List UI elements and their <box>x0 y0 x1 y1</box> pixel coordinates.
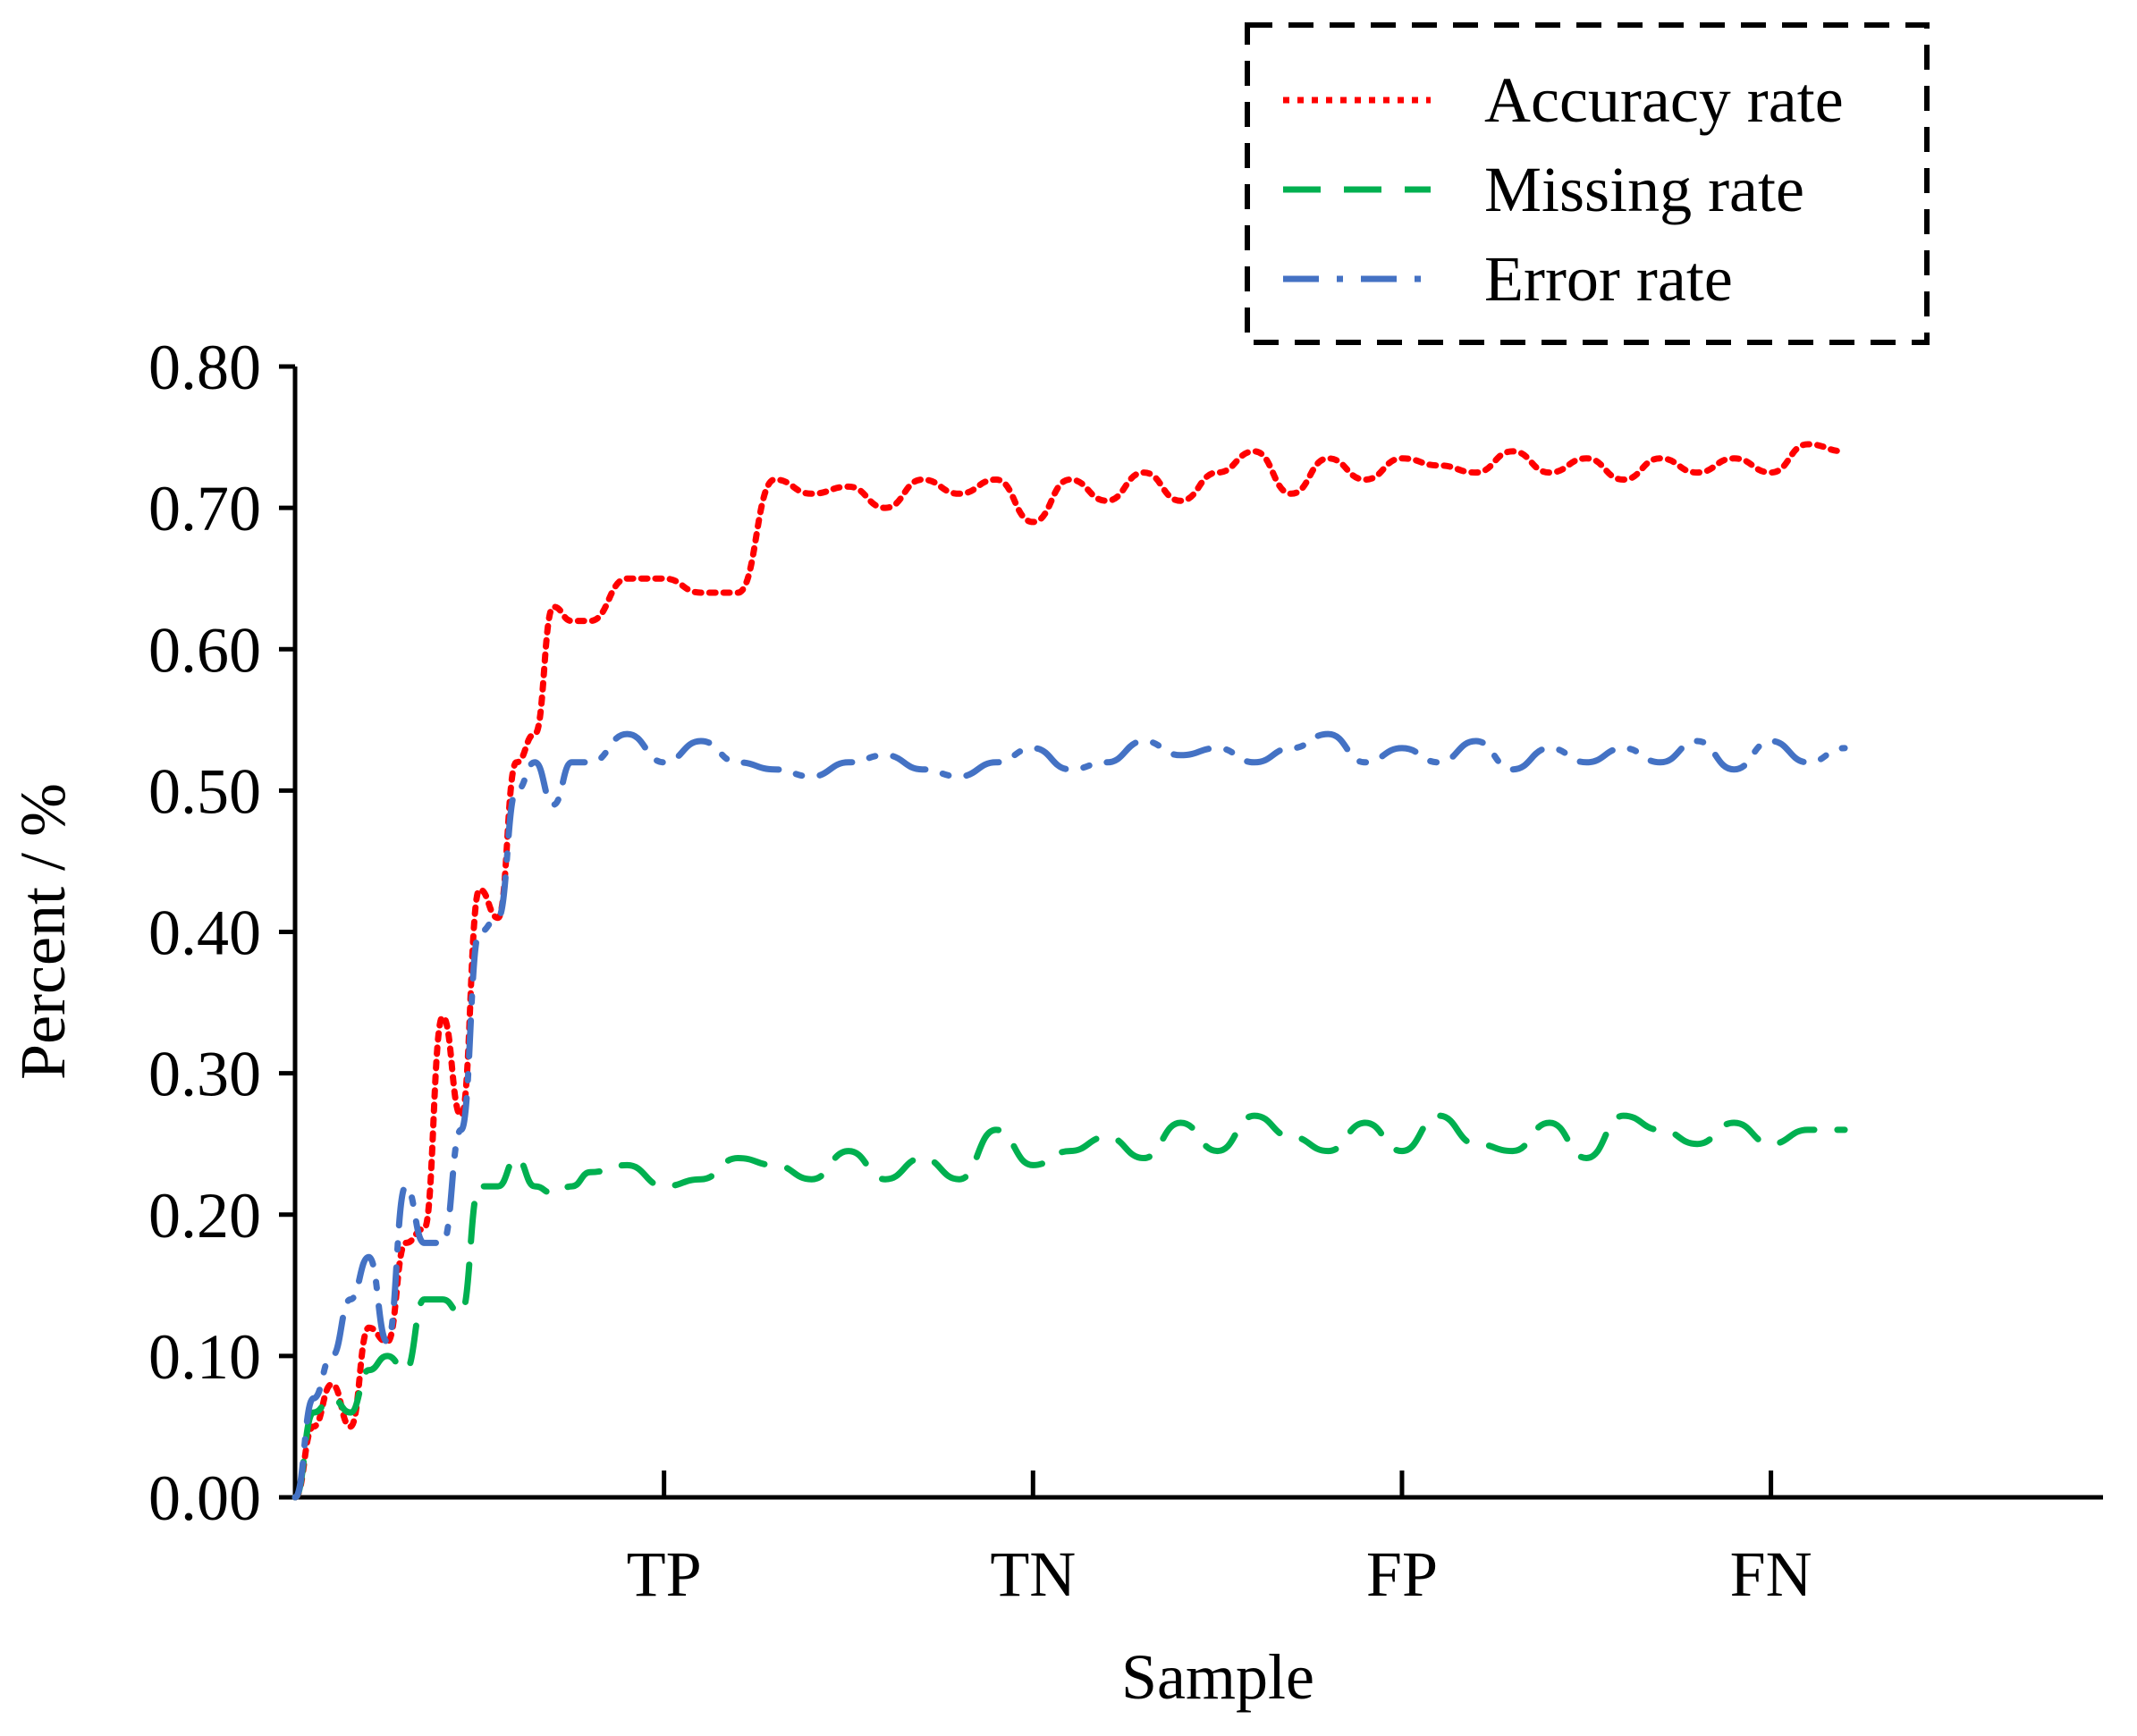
series-line-missing-rate <box>291 1112 1848 1501</box>
legend: Accuracy rate Missing rate Error rate <box>1245 22 1930 345</box>
y-ticks: 0.00 0.10 0.20 0.30 0.40 0.50 0.60 0.70 0.80 <box>148 332 295 1534</box>
series-line-accuracy-rate <box>291 441 1848 1501</box>
y-tick-label: 0.10 <box>148 1321 261 1393</box>
y-tick-label: 0.20 <box>148 1180 261 1251</box>
legend-label-accuracy: Accuracy rate <box>1484 64 1844 136</box>
series-layer <box>291 441 1848 1501</box>
legend-label-error: Error rate <box>1484 243 1733 315</box>
legend-label-missing: Missing rate <box>1484 154 1804 225</box>
y-tick-label: 0.70 <box>148 473 261 544</box>
x-category-label-fn: FN <box>1730 1538 1812 1610</box>
legend-box <box>1245 22 1930 345</box>
x-category-label-tn: TN <box>990 1538 1076 1610</box>
x-ticks: TP TN FP FN <box>627 1471 1812 1610</box>
y-tick-label: 0.40 <box>148 897 261 969</box>
y-tick-label: 0.00 <box>148 1462 261 1534</box>
x-category-label-fp: FP <box>1366 1538 1438 1610</box>
series-line-error-rate <box>291 730 1848 1501</box>
x-category-label-tp: TP <box>627 1538 702 1610</box>
y-tick-label: 0.60 <box>148 614 261 686</box>
y-tick-label: 0.80 <box>148 332 261 403</box>
y-axis-title: Percent / % <box>7 783 79 1080</box>
y-tick-label: 0.30 <box>148 1039 261 1110</box>
y-tick-label: 0.50 <box>148 755 261 827</box>
x-axis-title: Sample <box>1121 1641 1314 1713</box>
